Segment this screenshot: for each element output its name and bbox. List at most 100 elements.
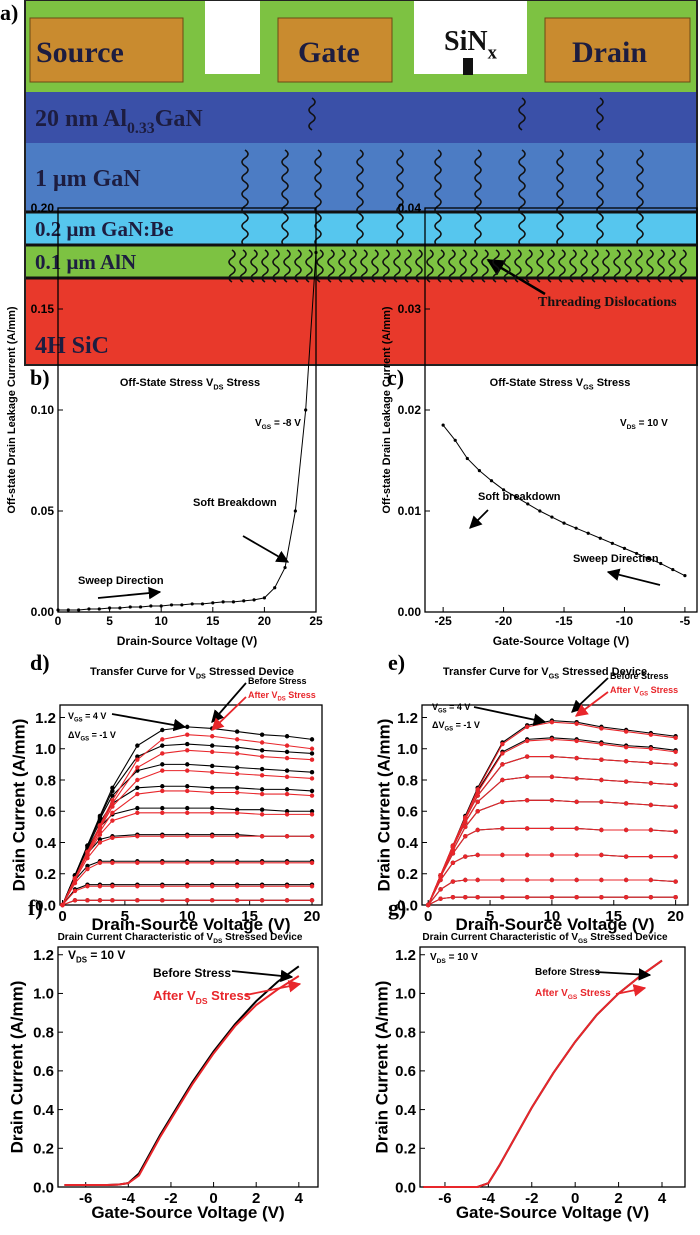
text-run: Before Stress bbox=[610, 671, 669, 681]
x-tick-label: 5 bbox=[486, 908, 494, 925]
point bbox=[210, 810, 215, 816]
point bbox=[599, 877, 604, 883]
y-tick-label: 0.4 bbox=[35, 835, 57, 852]
y-tick-label: 0.02 bbox=[398, 403, 422, 417]
x-tick-label: 0 bbox=[55, 614, 62, 628]
point bbox=[500, 877, 505, 883]
chart-title: Off-State Stress VDS Stress bbox=[120, 377, 260, 391]
point bbox=[234, 807, 240, 812]
point bbox=[185, 748, 190, 753]
y-tick-label: 0.00 bbox=[398, 605, 422, 619]
point bbox=[586, 531, 590, 535]
y-tick-label: 0.10 bbox=[31, 403, 55, 417]
point bbox=[647, 556, 651, 561]
x-tick-label: 0 bbox=[571, 1190, 579, 1207]
point bbox=[85, 866, 90, 872]
point bbox=[524, 826, 530, 831]
x-axis-label: Drain-Source Voltage (V) bbox=[92, 915, 291, 934]
dislocation bbox=[558, 249, 566, 283]
text-run: 4H SiC bbox=[35, 333, 109, 359]
subscript: DS bbox=[627, 424, 637, 431]
point bbox=[284, 774, 290, 780]
text-run: Stress bbox=[223, 377, 260, 389]
layer-label: 0.2 μm GaN:Be bbox=[35, 217, 173, 241]
point bbox=[673, 762, 678, 767]
subscript: x bbox=[488, 42, 498, 62]
text-run: Stress bbox=[286, 690, 316, 700]
dislocation bbox=[525, 249, 533, 283]
dislocation bbox=[518, 97, 526, 131]
dislocation bbox=[294, 249, 302, 283]
point bbox=[97, 832, 103, 837]
text-run: V bbox=[432, 702, 438, 712]
point bbox=[128, 605, 132, 609]
sin-stub bbox=[463, 58, 473, 75]
panel-label: d) bbox=[30, 650, 50, 675]
dislocation bbox=[437, 249, 445, 283]
y-tick-label: 0.8 bbox=[33, 1024, 54, 1041]
x-axis-label: Gate-Source Voltage (V) bbox=[91, 1203, 284, 1222]
point bbox=[549, 737, 555, 742]
point bbox=[259, 732, 265, 737]
point bbox=[284, 791, 290, 797]
dislocation bbox=[636, 149, 644, 247]
point bbox=[524, 724, 530, 730]
point bbox=[284, 749, 290, 755]
point bbox=[309, 898, 315, 903]
series-line bbox=[58, 252, 317, 611]
point bbox=[135, 884, 140, 889]
point bbox=[135, 754, 140, 759]
x-tick-label: 2 bbox=[252, 1190, 260, 1207]
point bbox=[185, 784, 190, 789]
text-run: GaN bbox=[155, 106, 204, 132]
point bbox=[108, 606, 112, 610]
point bbox=[441, 423, 445, 427]
y-tick-label: 0.8 bbox=[397, 772, 418, 789]
point bbox=[599, 894, 604, 900]
y-tick-label: 0.0 bbox=[395, 1179, 416, 1196]
dislocation bbox=[241, 149, 249, 247]
point bbox=[450, 879, 456, 884]
x-tick-label: -20 bbox=[495, 614, 513, 628]
text-run: Drain Current Characteristic of V bbox=[58, 932, 214, 943]
point bbox=[574, 721, 579, 726]
x-tick-label: 25 bbox=[309, 614, 323, 628]
plot-frame bbox=[57, 946, 319, 1188]
arrow bbox=[595, 968, 652, 981]
point bbox=[273, 586, 277, 590]
point bbox=[500, 777, 505, 783]
point bbox=[500, 762, 505, 767]
point bbox=[77, 608, 81, 612]
y-tick-label: 1.0 bbox=[35, 741, 56, 758]
y-tick-label: 0.8 bbox=[35, 772, 56, 789]
point bbox=[60, 902, 65, 908]
series-line bbox=[62, 835, 313, 906]
point bbox=[135, 765, 140, 770]
panel-label: a) bbox=[0, 0, 18, 25]
annotation: VGS = 4 V bbox=[432, 702, 470, 715]
point bbox=[138, 605, 143, 609]
x-tick-label: 5 bbox=[121, 908, 129, 925]
x-tick-label: -10 bbox=[616, 614, 634, 628]
point bbox=[623, 744, 629, 750]
device-diagram: a) Source Gate Drain SiNx 20 nm Al0.33Ga… bbox=[0, 0, 698, 366]
x-tick-label: 10 bbox=[179, 908, 196, 925]
text-run: = 10 V bbox=[87, 948, 125, 962]
point bbox=[500, 741, 505, 747]
dislocation bbox=[434, 149, 442, 247]
dislocation bbox=[426, 249, 434, 283]
dislocation bbox=[580, 249, 588, 283]
point bbox=[475, 894, 480, 900]
point bbox=[160, 768, 165, 773]
x-tick-label: 0 bbox=[424, 908, 432, 925]
dislocation bbox=[536, 249, 544, 283]
point bbox=[549, 754, 555, 759]
dislocation bbox=[569, 249, 577, 283]
point bbox=[524, 774, 530, 780]
text-run: Sweep Direction bbox=[78, 575, 164, 587]
text-run: Before Stress bbox=[248, 676, 307, 686]
annotation: Before Stress bbox=[153, 966, 231, 980]
point bbox=[453, 438, 457, 442]
subscript: GS bbox=[583, 382, 594, 391]
